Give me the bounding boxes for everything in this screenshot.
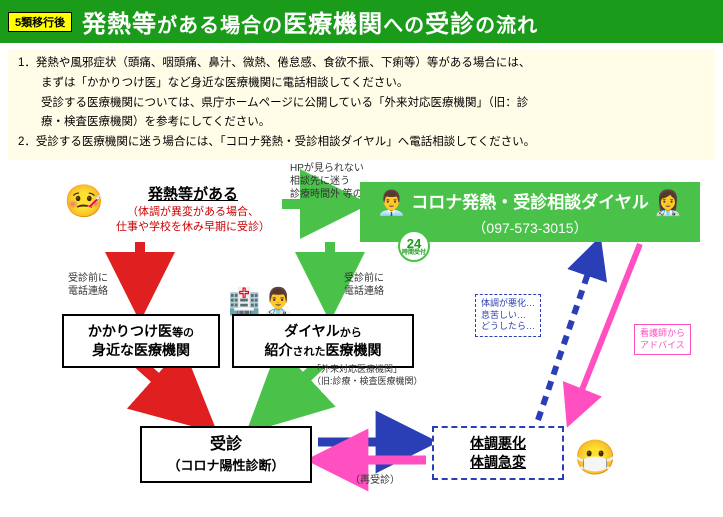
node-jushin: 受診 （コロナ陽性診断） <box>140 426 312 482</box>
label-nurse-advice: 看護師から アドバイス <box>634 324 691 355</box>
header: 5類移行後 発熱等がある場合の医療機関への受診の流れ <box>0 0 723 43</box>
sick-person-icon: 🤒 <box>64 182 104 220</box>
jushin-title: 受診 <box>210 436 242 453</box>
flow-diagram: 🤒 発熱等がある （体調が異変がある場合、 仕事や学校を休み早期に受診） HPが… <box>0 164 723 494</box>
label-worsen: 体調が悪化… 息苦しい… どうしたら… <box>475 294 541 337</box>
taicho-l1: 体調悪化 <box>470 435 526 451</box>
fever-title: 発熱等がある <box>108 184 278 205</box>
badge-24h: 24 時間受付 <box>398 230 430 262</box>
info-line: 1．発熱や風邪症状（頭痛、咽頭痛、鼻汁、微熱、倦怠感、食欲不振、下痢等）等がある… <box>18 55 705 73</box>
category-tag: 5類移行後 <box>8 12 72 32</box>
page-title: 発熱等がある場合の医療機関への受診の流れ <box>82 4 538 39</box>
badge-sub: 時間受付 <box>402 250 426 256</box>
badge-num: 24 <box>407 237 421 250</box>
fever-sub: 仕事や学校を休み早期に受診） <box>108 220 278 235</box>
label-gairai: 「外来対応医療機関」 （旧:診療・検査医療機関） <box>312 364 423 387</box>
label-precall-left: 受診前に 電話連絡 <box>68 272 108 298</box>
info-line: まずは「かかりつけ医」など身近な医療機関に電話相談してください。 <box>18 75 705 93</box>
nurse-icon: 👩‍⚕️ <box>653 190 683 217</box>
node-kakaritsuke: かかりつけ医等の 身近な医療機関 <box>62 314 220 368</box>
node-dial-referral: ダイヤルから 紹介された医療機関 <box>232 314 414 368</box>
info-line: 2．受診する医療機関に迷う場合には、「コロナ発熱・受診相談ダイヤル」へ電話相談し… <box>18 134 705 152</box>
operator-icon: 👨‍💼 <box>377 190 407 217</box>
label-saijushin: （再受診） <box>350 474 400 487</box>
info-line: 療・検査医療機関）を参考にしてください。 <box>18 114 705 132</box>
fever-sub: （体調が異変がある場合、 <box>108 205 278 220</box>
hospital-icon: 🏥 <box>228 286 260 317</box>
jushin-sub: （コロナ陽性診断） <box>167 458 284 473</box>
info-line: 受診する医療機関については、県庁ホームページに公開している「外来対応医療機関」（… <box>18 95 705 113</box>
dial-title: コロナ発熱・受診相談ダイヤル <box>411 193 649 212</box>
mask-person-icon: 😷 <box>574 438 616 478</box>
doctor-icon: 👨‍⚕️ <box>262 286 294 317</box>
info-box: 1．発熱や風邪症状（頭痛、咽頭痛、鼻汁、微熱、倦怠感、食欲不振、下痢等）等がある… <box>8 49 715 160</box>
taicho-l2: 体調急変 <box>470 454 526 470</box>
node-taicho: 体調悪化 体調急変 <box>432 426 564 480</box>
node-fever: 発熱等がある （体調が異変がある場合、 仕事や学校を休み早期に受診） <box>108 184 278 236</box>
label-precall-right: 受診前に 電話連絡 <box>344 272 384 298</box>
